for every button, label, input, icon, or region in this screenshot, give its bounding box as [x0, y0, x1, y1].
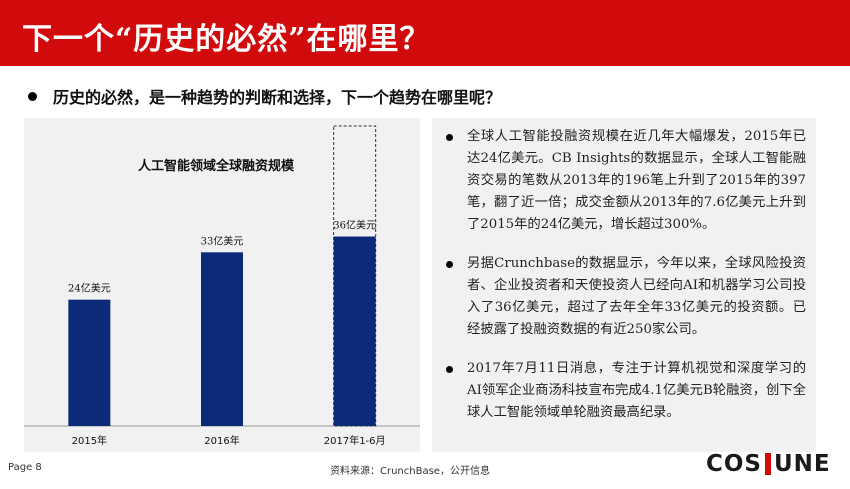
bullet-icon	[446, 261, 453, 268]
bullet-icon	[28, 91, 37, 101]
cosmune-logo: COS UNE	[706, 449, 831, 479]
bar-data-label: 36亿美元	[333, 219, 376, 232]
x-tick-label: 2015年	[72, 434, 107, 447]
page-number: Page 8	[8, 462, 42, 473]
subtitle: 历史的必然，是一种趋势的判断和选择，下一个趋势在哪里呢？	[53, 88, 502, 107]
info-text-1: 全球人工智能投融资规模在近几年大幅爆发，2015年已达24亿美元。CB Insi…	[467, 129, 806, 232]
info-text-2: 另据Crunchbase的数据显示，今年以来，全球风险投资者、企业投资者和天使投…	[467, 256, 806, 337]
info-item-2: 另据Crunchbase的数据显示，今年以来，全球风险投资者、企业投资者和天使投…	[446, 253, 806, 341]
bar-data-label: 33亿美元	[201, 234, 244, 247]
title-bar: 下一个“历史的必然”在哪里？	[0, 0, 850, 66]
bar-3	[333, 236, 376, 426]
bullet-icon	[446, 134, 453, 141]
logo-mark-icon	[765, 453, 771, 475]
bullet-icon	[446, 366, 453, 373]
logo-text-left: COS	[706, 451, 762, 477]
subtitle-row: 历史的必然，是一种趋势的判断和选择，下一个趋势在哪里呢？	[28, 84, 501, 108]
x-tick-label: 2017年1-6月	[324, 434, 386, 447]
chart-panel: 人工智能领域全球融资规模 24亿美元 2015年 33亿美元 2016年 36亿美元 201…	[24, 118, 420, 452]
x-tick-label: 2016年	[204, 434, 239, 447]
chart-title: 人工智能领域全球融资规模	[138, 158, 295, 174]
page-title: 下一个“历史的必然”在哪里？	[22, 22, 431, 57]
bar-1	[68, 299, 111, 426]
bar-data-label: 24亿美元	[68, 282, 111, 295]
info-panel: 全球人工智能投融资规模在近几年大幅爆发，2015年已达24亿美元。CB Insi…	[432, 118, 816, 452]
logo-text-right: UNE	[774, 451, 831, 477]
info-item-1: 全球人工智能投融资规模在近几年大幅爆发，2015年已达24亿美元。CB Insi…	[446, 126, 806, 236]
info-item-3: 2017年7月11日消息，专注于计算机视觉和深度学习的AI领军企业商汤科技宣布完…	[446, 358, 806, 424]
source-note: 资料来源：CrunchBase，公开信息	[330, 466, 490, 477]
info-text-3: 2017年7月11日消息，专注于计算机视觉和深度学习的AI领军企业商汤科技宣布完…	[467, 361, 806, 420]
bar-2	[201, 252, 243, 426]
funding-bar-chart: 人工智能领域全球融资规模 24亿美元 2015年 33亿美元 2016年 36亿美元 201…	[24, 125, 420, 447]
